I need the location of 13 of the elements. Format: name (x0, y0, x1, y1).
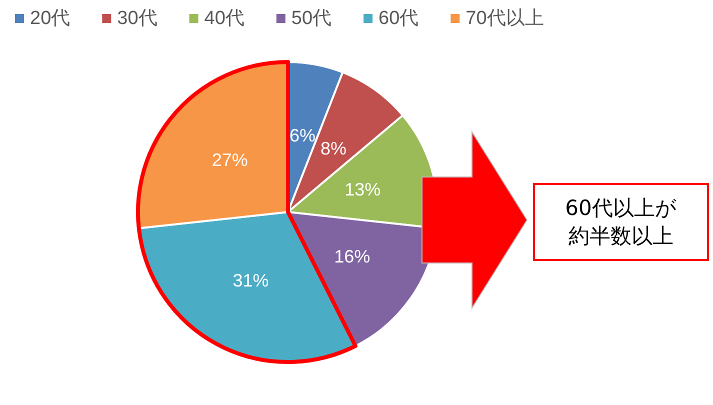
legend-label: 60代 (378, 8, 419, 29)
data-label: 8% (320, 138, 346, 159)
legend-label: 20代 (30, 8, 70, 29)
data-label: 13% (344, 179, 381, 200)
legend-label: 50代 (291, 8, 332, 29)
legend-label: 30代 (117, 8, 158, 29)
data-label: 6% (289, 125, 316, 146)
data-label: 16% (334, 246, 370, 266)
data-label: 31% (232, 270, 269, 291)
legend-label: 70代以上 (466, 8, 544, 29)
text: 60代以上が約半数以上 (565, 195, 677, 250)
data-label: 27% (212, 150, 248, 170)
legend-label: 40代 (204, 8, 244, 29)
